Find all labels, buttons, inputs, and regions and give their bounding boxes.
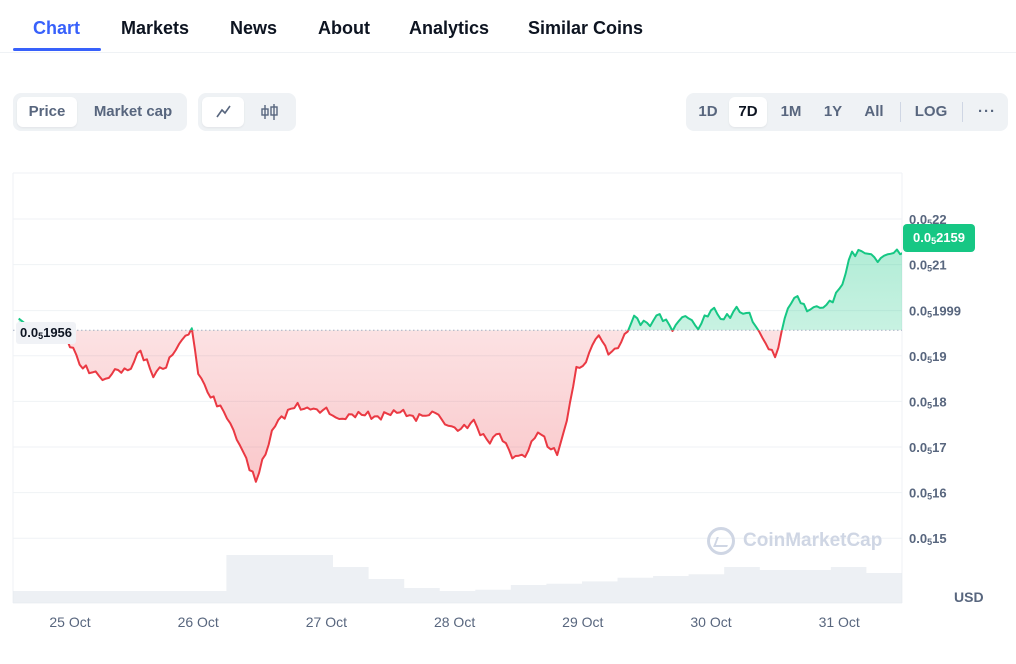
tab-chart[interactable]: Chart <box>33 18 81 38</box>
y-tick-label: 0.051999 <box>909 304 961 320</box>
x-tick-label: 29 Oct <box>562 614 603 630</box>
x-axis-labels: 25 Oct 26 Oct 27 Oct 28 Oct 29 Oct 30 Oct 31 O… <box>49 614 860 630</box>
y-tick-label: 0.0519 <box>909 349 947 365</box>
range-1m-button[interactable]: 1M <box>780 103 802 120</box>
gain-area <box>18 249 902 331</box>
volume-area <box>13 555 902 603</box>
loss-area <box>30 330 782 482</box>
y-tick-label: 0.0521 <box>909 258 947 274</box>
toolbar-divider <box>900 102 901 122</box>
chart-mode-toggle <box>198 93 296 131</box>
current-price-badge: 0.052159 <box>903 224 975 252</box>
y-tick-label: 0.0516 <box>909 486 947 502</box>
range-1y-button[interactable]: 1Y <box>823 103 843 120</box>
market-cap-button[interactable]: Market cap <box>93 103 173 120</box>
price-line-down <box>29 330 783 483</box>
range-toggle: 1D 7D 1M 1Y All LOG ··· <box>686 93 1008 131</box>
range-1d-button[interactable]: 1D <box>698 103 718 120</box>
tab-bar: Chart Markets News About Analytics Simil… <box>0 0 1016 53</box>
toolbar-divider <box>962 102 963 122</box>
tab-about[interactable]: About <box>318 18 370 38</box>
candle-mode-button[interactable] <box>248 97 290 127</box>
log-scale-button[interactable]: LOG <box>914 103 948 120</box>
coinmarketcap-logo-icon <box>707 527 735 555</box>
coinmarketcap-watermark: CoinMarketCap <box>707 527 882 555</box>
more-options-button[interactable]: ··· <box>978 103 996 120</box>
y-tick-label: 0.0515 <box>909 531 947 547</box>
y-tick-label: 0.0517 <box>909 440 947 456</box>
metric-toggle: Price Market cap <box>13 93 187 131</box>
price-button[interactable]: Price <box>17 97 77 127</box>
watermark-text: CoinMarketCap <box>743 530 883 551</box>
x-tick-label: 27 Oct <box>306 614 347 630</box>
x-tick-label: 28 Oct <box>434 614 475 630</box>
x-tick-label: 25 Oct <box>49 614 90 630</box>
volume-bars <box>13 555 902 603</box>
y-axis-labels: 0.0522 0.0521 0.051999 0.0519 0.0518 0.0517 0.… <box>909 212 961 547</box>
tab-news[interactable]: News <box>230 18 278 38</box>
range-7d-button[interactable]: 7D <box>729 97 767 127</box>
tab-markets[interactable]: Markets <box>121 18 190 38</box>
y-tick-label: 0.0518 <box>909 394 947 410</box>
candlestick-icon <box>261 104 278 120</box>
x-tick-label: 30 Oct <box>690 614 731 630</box>
x-tick-label: 26 Oct <box>178 614 219 630</box>
tab-similar-coins[interactable]: Similar Coins <box>528 18 644 38</box>
tab-analytics[interactable]: Analytics <box>409 18 490 38</box>
y-tick-label: 0.0522 <box>909 212 947 228</box>
active-tab-indicator <box>13 48 101 51</box>
open-price-label: 0.051956 <box>16 322 77 344</box>
line-mode-button[interactable] <box>202 97 244 127</box>
line-chart-icon <box>216 105 231 118</box>
x-tick-label: 31 Oct <box>819 614 860 630</box>
currency-label: USD <box>954 589 984 605</box>
price-area <box>13 248 902 483</box>
range-all-button[interactable]: All <box>864 103 884 120</box>
